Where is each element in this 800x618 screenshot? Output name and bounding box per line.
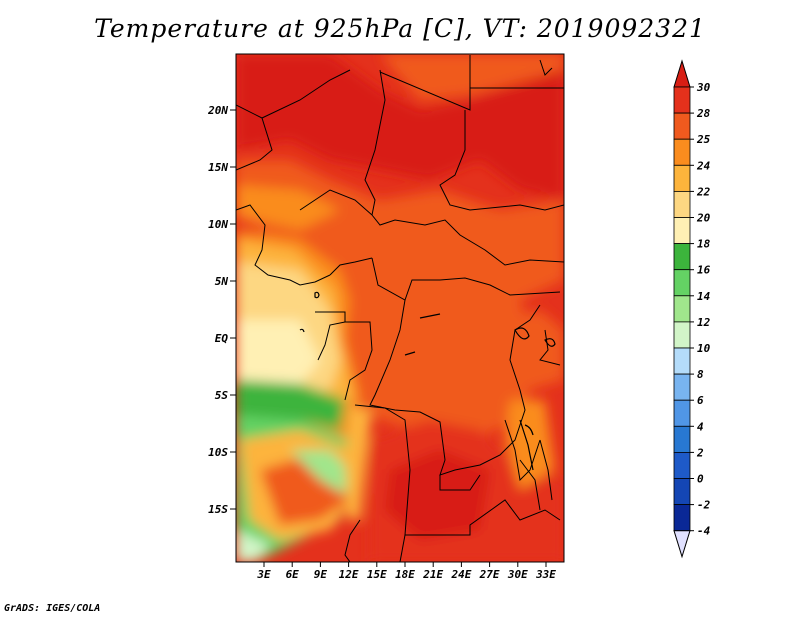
colorbar-label: 14 (697, 290, 711, 303)
lon-label: 27E (479, 568, 500, 581)
colorbar-label: 20 (696, 212, 711, 225)
lon-label: 9E (314, 568, 328, 581)
lakes (299, 291, 556, 471)
colorbar-band (673, 138, 691, 166)
colorbar-band (673, 86, 691, 114)
colorbar-band (673, 112, 691, 140)
temperature-field (236, 54, 564, 562)
colorbar-label: 24 (696, 159, 711, 172)
colorbar-band (673, 399, 691, 427)
colorbar-band (673, 321, 691, 349)
lat-label: 20N (207, 104, 228, 117)
colorbar-bottom-triangle (673, 530, 691, 559)
colorbar-label: 30 (696, 81, 711, 94)
lat-label: 10N (208, 218, 228, 231)
colorbar-label: -2 (697, 499, 711, 512)
country-borders (236, 55, 564, 562)
colorbar-top-triangle (673, 59, 691, 88)
lon-label: 24E (450, 568, 471, 581)
lat-label: 5N (215, 275, 229, 288)
chart-title: Temperature at 925hPa [C], VT: 201909232… (94, 14, 706, 43)
lon-label: 30E (507, 568, 528, 581)
colorbar-band (673, 451, 691, 479)
colorbar-band (673, 164, 691, 192)
colorbar-label: 8 (697, 368, 704, 381)
colorbar-label: -4 (697, 525, 711, 538)
colorbar-band (673, 504, 691, 532)
lat-label: 10S (208, 446, 228, 459)
lat-label: 15N (208, 161, 228, 174)
lon-label: 3E (256, 568, 271, 581)
colorbar-band (673, 347, 691, 375)
colorbar-band (673, 373, 691, 401)
colorbar-label: 12 (697, 316, 711, 329)
lon-label: 12E (339, 568, 359, 581)
colorbar-band (673, 243, 691, 271)
colorbar-label: 18 (697, 238, 711, 251)
colorbar-band (673, 217, 691, 245)
colorbar-label: 28 (696, 107, 711, 120)
colorbar-label: 10 (697, 342, 711, 355)
lon-label: 33E (535, 568, 556, 581)
colorbar-band (673, 295, 691, 323)
lon-label: 15E (367, 568, 387, 581)
colorbar-label: 16 (697, 264, 711, 277)
colorbar-label: 4 (697, 420, 704, 433)
lon-label: 6E (286, 568, 300, 581)
lon-label: 21E (422, 568, 443, 581)
colorbar-band (673, 190, 691, 218)
colorbar-label: 6 (697, 394, 704, 407)
lat-label: EQ (215, 332, 229, 345)
longitude-axis: 3E 6E 9E 12E 15E 18E 21E 24E 27E 30E 33E (256, 562, 556, 581)
colorbar-label: 2 (696, 446, 704, 459)
colorbar-label: 22 (696, 185, 711, 198)
colorbar-label: 0 (697, 473, 704, 486)
colorbar-label: 25 (696, 133, 711, 146)
lat-label: 5S (215, 389, 229, 402)
footer-credit: GrADS: IGES/COLA (4, 603, 101, 614)
map-frame (235, 53, 565, 563)
colorbar-band (673, 478, 691, 506)
colorbar-band (673, 425, 691, 453)
lat-label: 15S (208, 503, 228, 516)
colorbar-band (673, 269, 691, 297)
lon-label: 18E (395, 568, 415, 581)
latitude-axis: 20N 15N 10N 5N EQ 5S 10S 15S (207, 104, 236, 516)
